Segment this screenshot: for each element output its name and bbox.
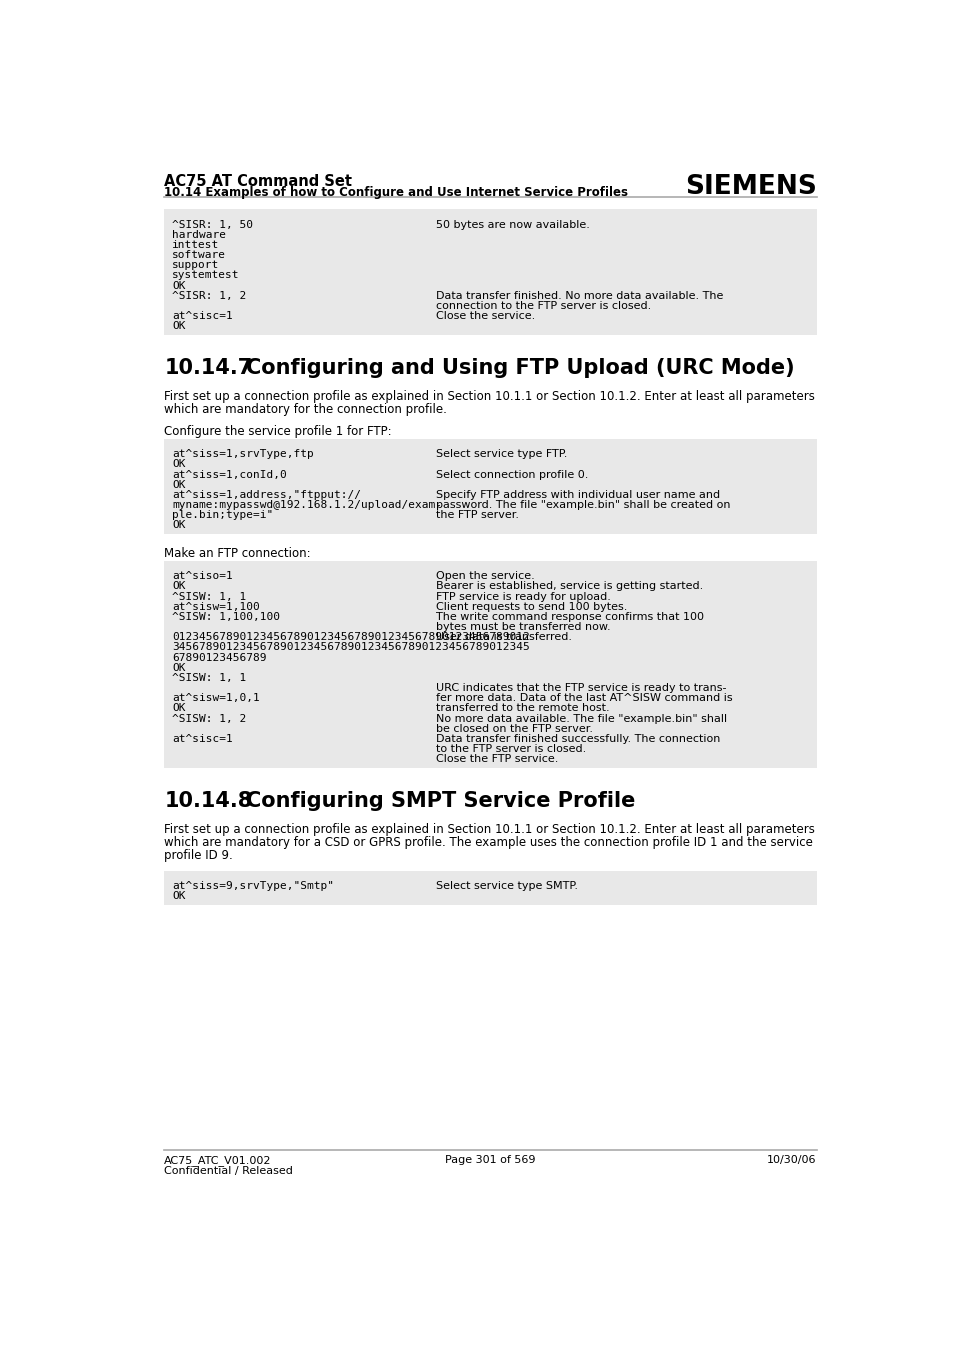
Text: 67890123456789: 67890123456789 [172, 653, 266, 662]
Text: 10.14.7: 10.14.7 [164, 358, 253, 378]
Text: myname:mypasswd@192.168.1.2/upload/exam-: myname:mypasswd@192.168.1.2/upload/exam- [172, 500, 441, 511]
Text: support: support [172, 261, 219, 270]
Text: to the FTP server is closed.: to the FTP server is closed. [436, 744, 586, 754]
Text: at^siss=1,conId,0: at^siss=1,conId,0 [172, 470, 287, 480]
Text: Configuring SMPT Service Profile: Configuring SMPT Service Profile [245, 790, 635, 811]
Bar [164, 870, 816, 905]
Text: OK: OK [172, 663, 185, 673]
Text: No more data available. The file "example.bin" shall: No more data available. The file "exampl… [436, 713, 726, 724]
Text: First set up a connection profile as explained in Section 10.1.1 or Section 10.1: First set up a connection profile as exp… [164, 823, 814, 836]
Text: ^SISW: 1, 1: ^SISW: 1, 1 [172, 673, 246, 684]
Text: Bearer is established, service is getting started.: Bearer is established, service is gettin… [436, 581, 702, 592]
Text: transferred to the remote host.: transferred to the remote host. [436, 704, 609, 713]
Text: OK: OK [172, 480, 185, 489]
Text: Select connection profile 0.: Select connection profile 0. [436, 470, 588, 480]
Text: OK: OK [172, 892, 185, 901]
Text: Close the service.: Close the service. [436, 311, 535, 322]
Text: which are mandatory for the connection profile.: which are mandatory for the connection p… [164, 403, 447, 416]
Text: 01234567890123456789012345678901234567890123456789012: 0123456789012345678901234567890123456789… [172, 632, 529, 642]
Text: Make an FTP connection:: Make an FTP connection: [164, 547, 311, 559]
Text: connection to the FTP server is closed.: connection to the FTP server is closed. [436, 301, 651, 311]
Text: at^siss=1,address,"ftpput://: at^siss=1,address,"ftpput:// [172, 490, 360, 500]
Text: 10.14.8: 10.14.8 [164, 790, 253, 811]
Text: The write command response confirms that 100: The write command response confirms that… [436, 612, 703, 621]
Text: OK: OK [172, 281, 185, 290]
Text: User data is transferred.: User data is transferred. [436, 632, 572, 642]
Text: OK: OK [172, 459, 185, 469]
Text: at^siss=9,srvType,"Smtp": at^siss=9,srvType,"Smtp" [172, 881, 334, 892]
Text: 34567890123456789012345678901234567890123456789012345: 3456789012345678901234567890123456789012… [172, 643, 529, 653]
Text: Configuring and Using FTP Upload (URC Mode): Configuring and Using FTP Upload (URC Mo… [245, 358, 793, 378]
Text: ^SISR: 1, 2: ^SISR: 1, 2 [172, 290, 246, 301]
Text: AC75 AT Command Set: AC75 AT Command Set [164, 174, 352, 189]
Text: at^sisw=1,0,1: at^sisw=1,0,1 [172, 693, 259, 704]
Text: Select service type FTP.: Select service type FTP. [436, 449, 567, 459]
Text: inttest: inttest [172, 240, 219, 250]
Text: Configure the service profile 1 for FTP:: Configure the service profile 1 for FTP: [164, 424, 392, 438]
Text: Specify FTP address with individual user name and: Specify FTP address with individual user… [436, 490, 720, 500]
Text: AC75_ATC_V01.002: AC75_ATC_V01.002 [164, 1155, 272, 1166]
Text: at^siss=1,srvType,ftp: at^siss=1,srvType,ftp [172, 449, 314, 459]
Text: ^SISW: 1, 2: ^SISW: 1, 2 [172, 713, 246, 724]
Text: Data transfer finished. No more data available. The: Data transfer finished. No more data ava… [436, 290, 722, 301]
Text: ^SISW: 1, 1: ^SISW: 1, 1 [172, 592, 246, 601]
Text: the FTP server.: the FTP server. [436, 511, 518, 520]
Bar [164, 209, 816, 335]
Text: software: software [172, 250, 226, 261]
Bar [164, 561, 816, 767]
Text: bytes must be transferred now.: bytes must be transferred now. [436, 621, 610, 632]
Text: URC indicates that the FTP service is ready to trans-: URC indicates that the FTP service is re… [436, 684, 726, 693]
Text: ple.bin;type=i": ple.bin;type=i" [172, 511, 273, 520]
Text: at^sisw=1,100: at^sisw=1,100 [172, 601, 259, 612]
Text: systemtest: systemtest [172, 270, 239, 281]
Text: ^SISR: 1, 50: ^SISR: 1, 50 [172, 220, 253, 230]
Text: Page 301 of 569: Page 301 of 569 [445, 1155, 536, 1165]
Text: OK: OK [172, 581, 185, 592]
Text: 10.14 Examples of how to Configure and Use Internet Service Profiles: 10.14 Examples of how to Configure and U… [164, 186, 627, 199]
Text: profile ID 9.: profile ID 9. [164, 848, 233, 862]
Text: which are mandatory for a CSD or GPRS profile. The example uses the connection p: which are mandatory for a CSD or GPRS pr… [164, 836, 812, 848]
Text: be closed on the FTP server.: be closed on the FTP server. [436, 724, 593, 734]
Text: OK: OK [172, 322, 185, 331]
Text: OK: OK [172, 704, 185, 713]
Text: 10/30/06: 10/30/06 [766, 1155, 816, 1165]
Text: Close the FTP service.: Close the FTP service. [436, 754, 558, 765]
Text: SIEMENS: SIEMENS [684, 174, 816, 200]
Text: Open the service.: Open the service. [436, 571, 535, 581]
Text: Client requests to send 100 bytes.: Client requests to send 100 bytes. [436, 601, 627, 612]
Text: 50 bytes are now available.: 50 bytes are now available. [436, 220, 590, 230]
Text: First set up a connection profile as explained in Section 10.1.1 or Section 10.1: First set up a connection profile as exp… [164, 390, 814, 403]
Text: Confidential / Released: Confidential / Released [164, 1166, 293, 1177]
Text: hardware: hardware [172, 230, 226, 239]
Text: at^sisc=1: at^sisc=1 [172, 734, 233, 744]
Text: ^SISW: 1,100,100: ^SISW: 1,100,100 [172, 612, 279, 621]
Text: Select service type SMTP.: Select service type SMTP. [436, 881, 578, 892]
Text: Data transfer finished successfully. The connection: Data transfer finished successfully. The… [436, 734, 720, 744]
Text: OK: OK [172, 520, 185, 531]
Text: at^sisc=1: at^sisc=1 [172, 311, 233, 322]
Text: password. The file "example.bin" shall be created on: password. The file "example.bin" shall b… [436, 500, 730, 511]
Text: fer more data. Data of the last AT^SISW command is: fer more data. Data of the last AT^SISW … [436, 693, 732, 704]
Bar [164, 439, 816, 534]
Text: FTP service is ready for upload.: FTP service is ready for upload. [436, 592, 611, 601]
Text: at^siso=1: at^siso=1 [172, 571, 233, 581]
